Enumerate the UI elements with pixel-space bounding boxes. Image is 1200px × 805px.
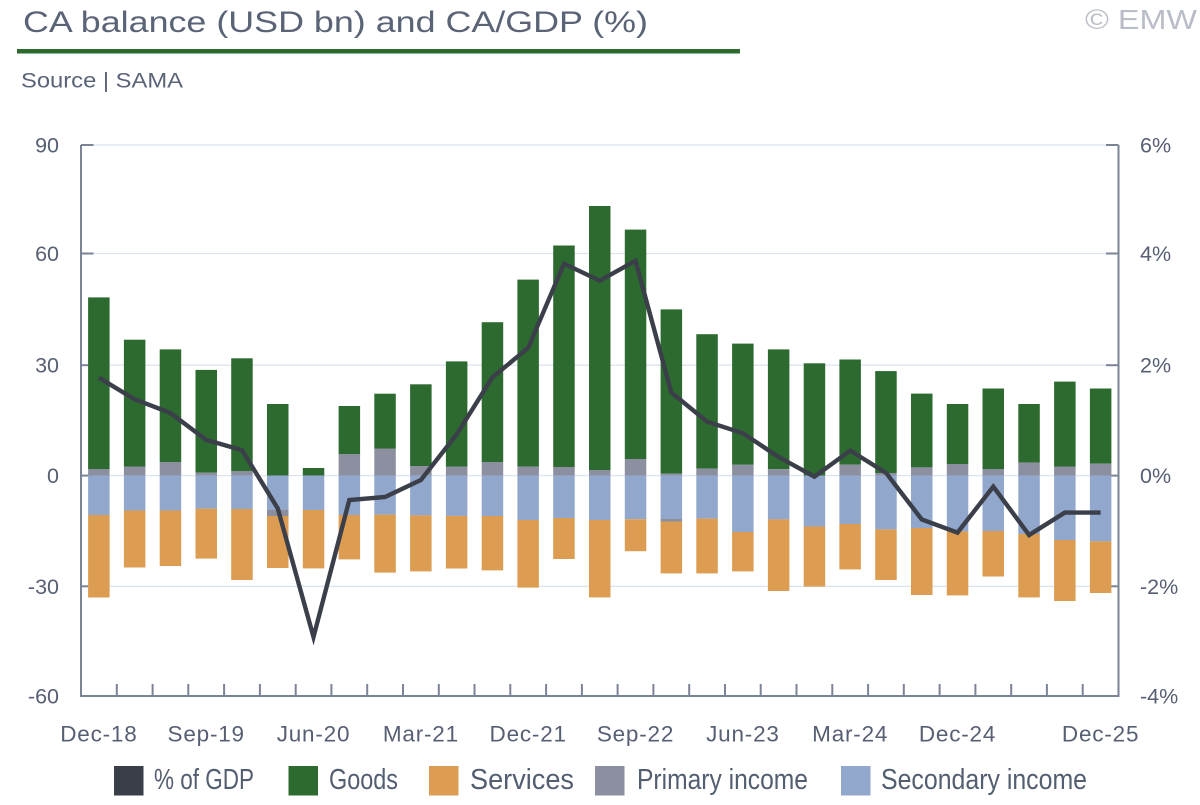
svg-text:Dec-21: Dec-21 xyxy=(490,722,567,747)
svg-text:30: 30 xyxy=(35,354,59,378)
svg-text:2%: 2% xyxy=(1140,354,1171,378)
svg-text:60: 60 xyxy=(35,242,59,266)
svg-text:4%: 4% xyxy=(1140,242,1171,266)
svg-text:-4%: -4% xyxy=(1140,685,1178,709)
svg-text:Services: Services xyxy=(470,764,574,796)
svg-text:Dec-18: Dec-18 xyxy=(60,722,137,747)
svg-text:Sep-22: Sep-22 xyxy=(597,722,674,747)
svg-text:Goods: Goods xyxy=(329,764,398,796)
svg-text:Primary income: Primary income xyxy=(637,764,808,796)
svg-text:Jun-20: Jun-20 xyxy=(277,722,351,747)
svg-text:Mar-21: Mar-21 xyxy=(383,722,459,747)
svg-text:Jun-23: Jun-23 xyxy=(706,722,780,747)
svg-text:-30: -30 xyxy=(28,575,59,599)
svg-text:© EMW: © EMW xyxy=(1085,4,1198,35)
svg-text:-2%: -2% xyxy=(1140,575,1178,599)
svg-text:Source | SAMA: Source | SAMA xyxy=(21,69,184,93)
svg-text:Dec-24: Dec-24 xyxy=(919,722,996,747)
svg-text:CA balance (USD bn) and CA/GDP: CA balance (USD bn) and CA/GDP (%) xyxy=(23,6,648,39)
svg-text:6%: 6% xyxy=(1140,134,1171,158)
svg-text:90: 90 xyxy=(35,134,59,158)
svg-text:Mar-24: Mar-24 xyxy=(812,722,888,747)
svg-text:Sep-19: Sep-19 xyxy=(168,722,245,747)
svg-text:-60: -60 xyxy=(28,685,59,709)
svg-text:% of GDP: % of GDP xyxy=(154,764,254,796)
svg-text:Secondary income: Secondary income xyxy=(881,764,1087,796)
svg-text:0: 0 xyxy=(47,464,59,488)
svg-text:0%: 0% xyxy=(1140,464,1171,488)
svg-text:Dec-25: Dec-25 xyxy=(1062,722,1139,747)
